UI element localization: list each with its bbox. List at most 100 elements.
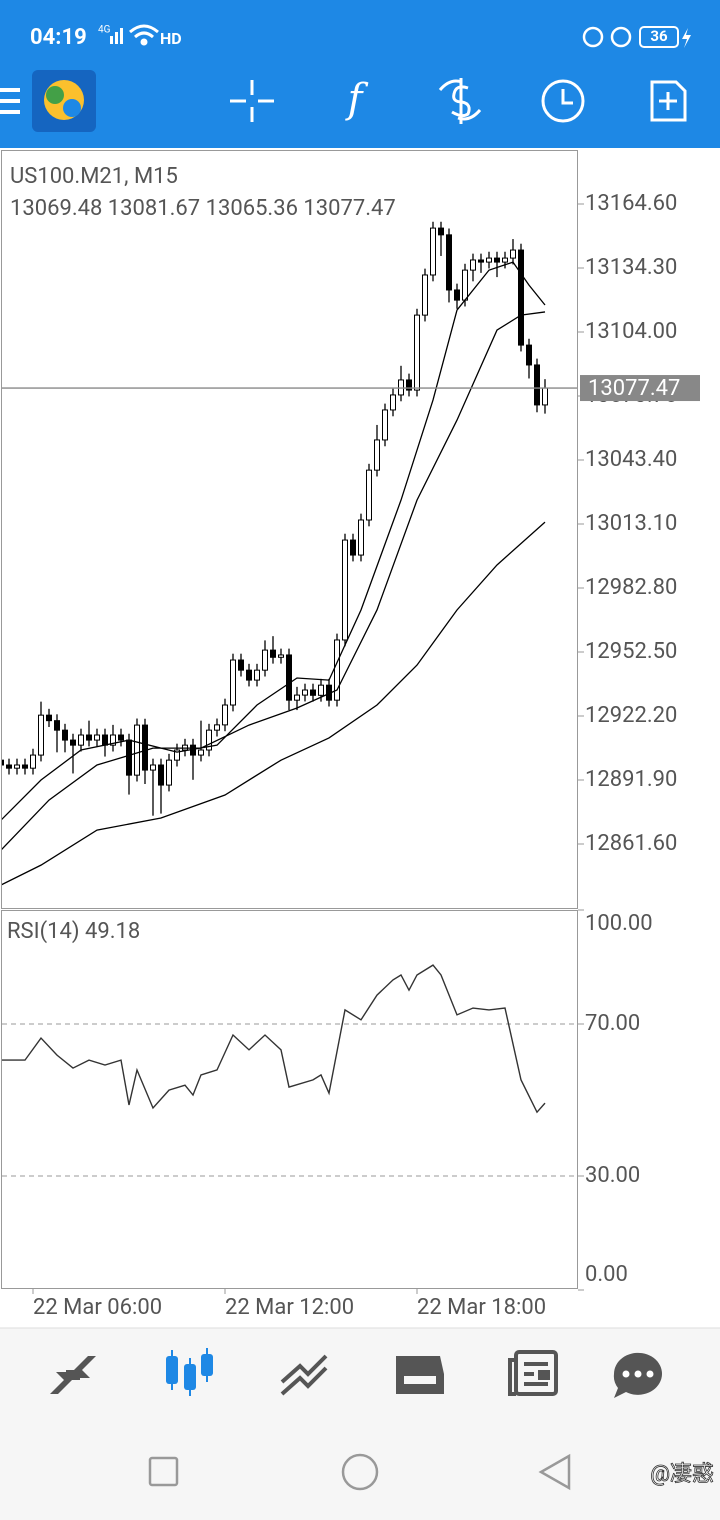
candle-body bbox=[158, 764, 164, 786]
candle-body bbox=[150, 764, 156, 771]
y-tick-label: 12952.50 bbox=[585, 639, 677, 664]
rsi-tick-label: 70.00 bbox=[585, 1011, 640, 1036]
rsi-tick-label: 0.00 bbox=[585, 1262, 628, 1287]
y-tick-label: 12922.20 bbox=[585, 703, 677, 728]
current-price-box bbox=[580, 375, 700, 402]
app-logo[interactable] bbox=[32, 70, 96, 132]
candle-body bbox=[126, 739, 132, 776]
history-tab[interactable] bbox=[396, 1356, 444, 1394]
candle-body bbox=[206, 729, 212, 751]
candle-body bbox=[526, 344, 532, 366]
candle-body bbox=[54, 720, 60, 731]
crosshair-button[interactable] bbox=[230, 80, 274, 122]
candle-body bbox=[142, 724, 148, 771]
price-panel bbox=[1, 150, 578, 909]
candle-body bbox=[214, 724, 220, 731]
menu-button[interactable] bbox=[0, 88, 20, 114]
candle-body bbox=[262, 649, 268, 671]
network: 4G bbox=[98, 25, 111, 36]
candle-body bbox=[198, 749, 204, 756]
rsi-label: RSI(14) 49.18 bbox=[7, 919, 140, 944]
candle-body bbox=[46, 714, 52, 722]
chart-tab[interactable] bbox=[166, 1348, 213, 1396]
candle-body bbox=[446, 234, 452, 291]
candle-body bbox=[462, 269, 468, 301]
candle-body bbox=[366, 469, 372, 521]
y-tick-label: 12891.90 bbox=[585, 767, 677, 792]
x-tick-label: 22 Mar 06:00 bbox=[33, 1295, 162, 1320]
candle-body bbox=[342, 539, 348, 641]
candle-body bbox=[86, 734, 92, 741]
alarm-icon bbox=[610, 26, 632, 48]
candle-body bbox=[406, 379, 412, 391]
period-button[interactable] bbox=[541, 79, 585, 123]
candle-body bbox=[534, 364, 540, 406]
candle-body bbox=[6, 764, 12, 769]
candle-body bbox=[470, 259, 476, 271]
candle-body bbox=[2, 759, 4, 766]
candle-body bbox=[246, 669, 252, 681]
news-tab[interactable] bbox=[508, 1350, 558, 1396]
y-tick-label: 13104.00 bbox=[585, 319, 677, 344]
back-button[interactable] bbox=[538, 1453, 571, 1491]
clock: 04:19 bbox=[30, 25, 87, 50]
candle-body bbox=[454, 289, 460, 301]
candle-body bbox=[302, 689, 308, 696]
candle-body bbox=[278, 654, 284, 658]
candle-body bbox=[102, 734, 108, 746]
chat-tab[interactable] bbox=[613, 1352, 662, 1398]
trade-tab[interactable] bbox=[280, 1354, 328, 1396]
y-tick-label: 13013.10 bbox=[585, 511, 677, 536]
trade-button[interactable] bbox=[438, 78, 482, 124]
price-plot bbox=[2, 221, 577, 886]
candle-body bbox=[414, 314, 420, 391]
candle-body bbox=[494, 257, 500, 263]
candle-body bbox=[30, 754, 36, 769]
candle-body bbox=[238, 659, 244, 671]
candle-body bbox=[486, 257, 492, 263]
lock-icon bbox=[582, 26, 604, 48]
candle-body bbox=[286, 654, 292, 701]
moving-average bbox=[2, 311, 546, 851]
candle-body bbox=[374, 439, 380, 471]
quotes-tab[interactable] bbox=[50, 1356, 96, 1394]
axes: 13164.6013134.3013104.0013073.7013043.40… bbox=[32, 191, 700, 1320]
candle-body bbox=[542, 387, 548, 406]
candle-body bbox=[14, 764, 20, 769]
y-tick-label: 13043.40 bbox=[585, 447, 677, 472]
recents-button[interactable] bbox=[148, 1456, 179, 1487]
candle-body bbox=[22, 764, 28, 769]
candle-body bbox=[422, 274, 428, 316]
candle-body bbox=[78, 734, 84, 746]
rsi-tick-label: 100.00 bbox=[585, 911, 653, 936]
candle-body bbox=[166, 759, 172, 786]
app-bar bbox=[0, 0, 720, 148]
moving-average bbox=[2, 521, 546, 886]
candle-body bbox=[334, 639, 340, 701]
charging-icon bbox=[682, 28, 691, 48]
symbol-title: US100.M21, M15 bbox=[10, 164, 178, 189]
watermark: @凄惑 bbox=[650, 1462, 714, 1487]
x-tick-label: 22 Mar 12:00 bbox=[225, 1295, 354, 1320]
candle-body bbox=[318, 684, 324, 696]
rsi-panel bbox=[1, 910, 578, 1289]
signal-icon bbox=[110, 28, 123, 44]
candle-body bbox=[390, 394, 396, 411]
candle-body bbox=[110, 734, 116, 746]
candle-body bbox=[350, 539, 356, 556]
candle-body bbox=[70, 739, 76, 746]
candle-body bbox=[254, 669, 260, 681]
candle-body bbox=[134, 724, 140, 776]
candle-body bbox=[358, 519, 364, 556]
candle-body bbox=[230, 659, 236, 706]
home-button[interactable] bbox=[341, 1453, 379, 1491]
candle-body bbox=[94, 734, 100, 741]
rsi-plot bbox=[2, 964, 577, 1177]
candle-body bbox=[430, 227, 436, 276]
candle-body bbox=[38, 714, 44, 756]
battery-level: 36 bbox=[650, 27, 668, 45]
new-order-button[interactable] bbox=[650, 80, 687, 122]
candle-body bbox=[118, 734, 124, 741]
candle-body bbox=[478, 259, 484, 263]
